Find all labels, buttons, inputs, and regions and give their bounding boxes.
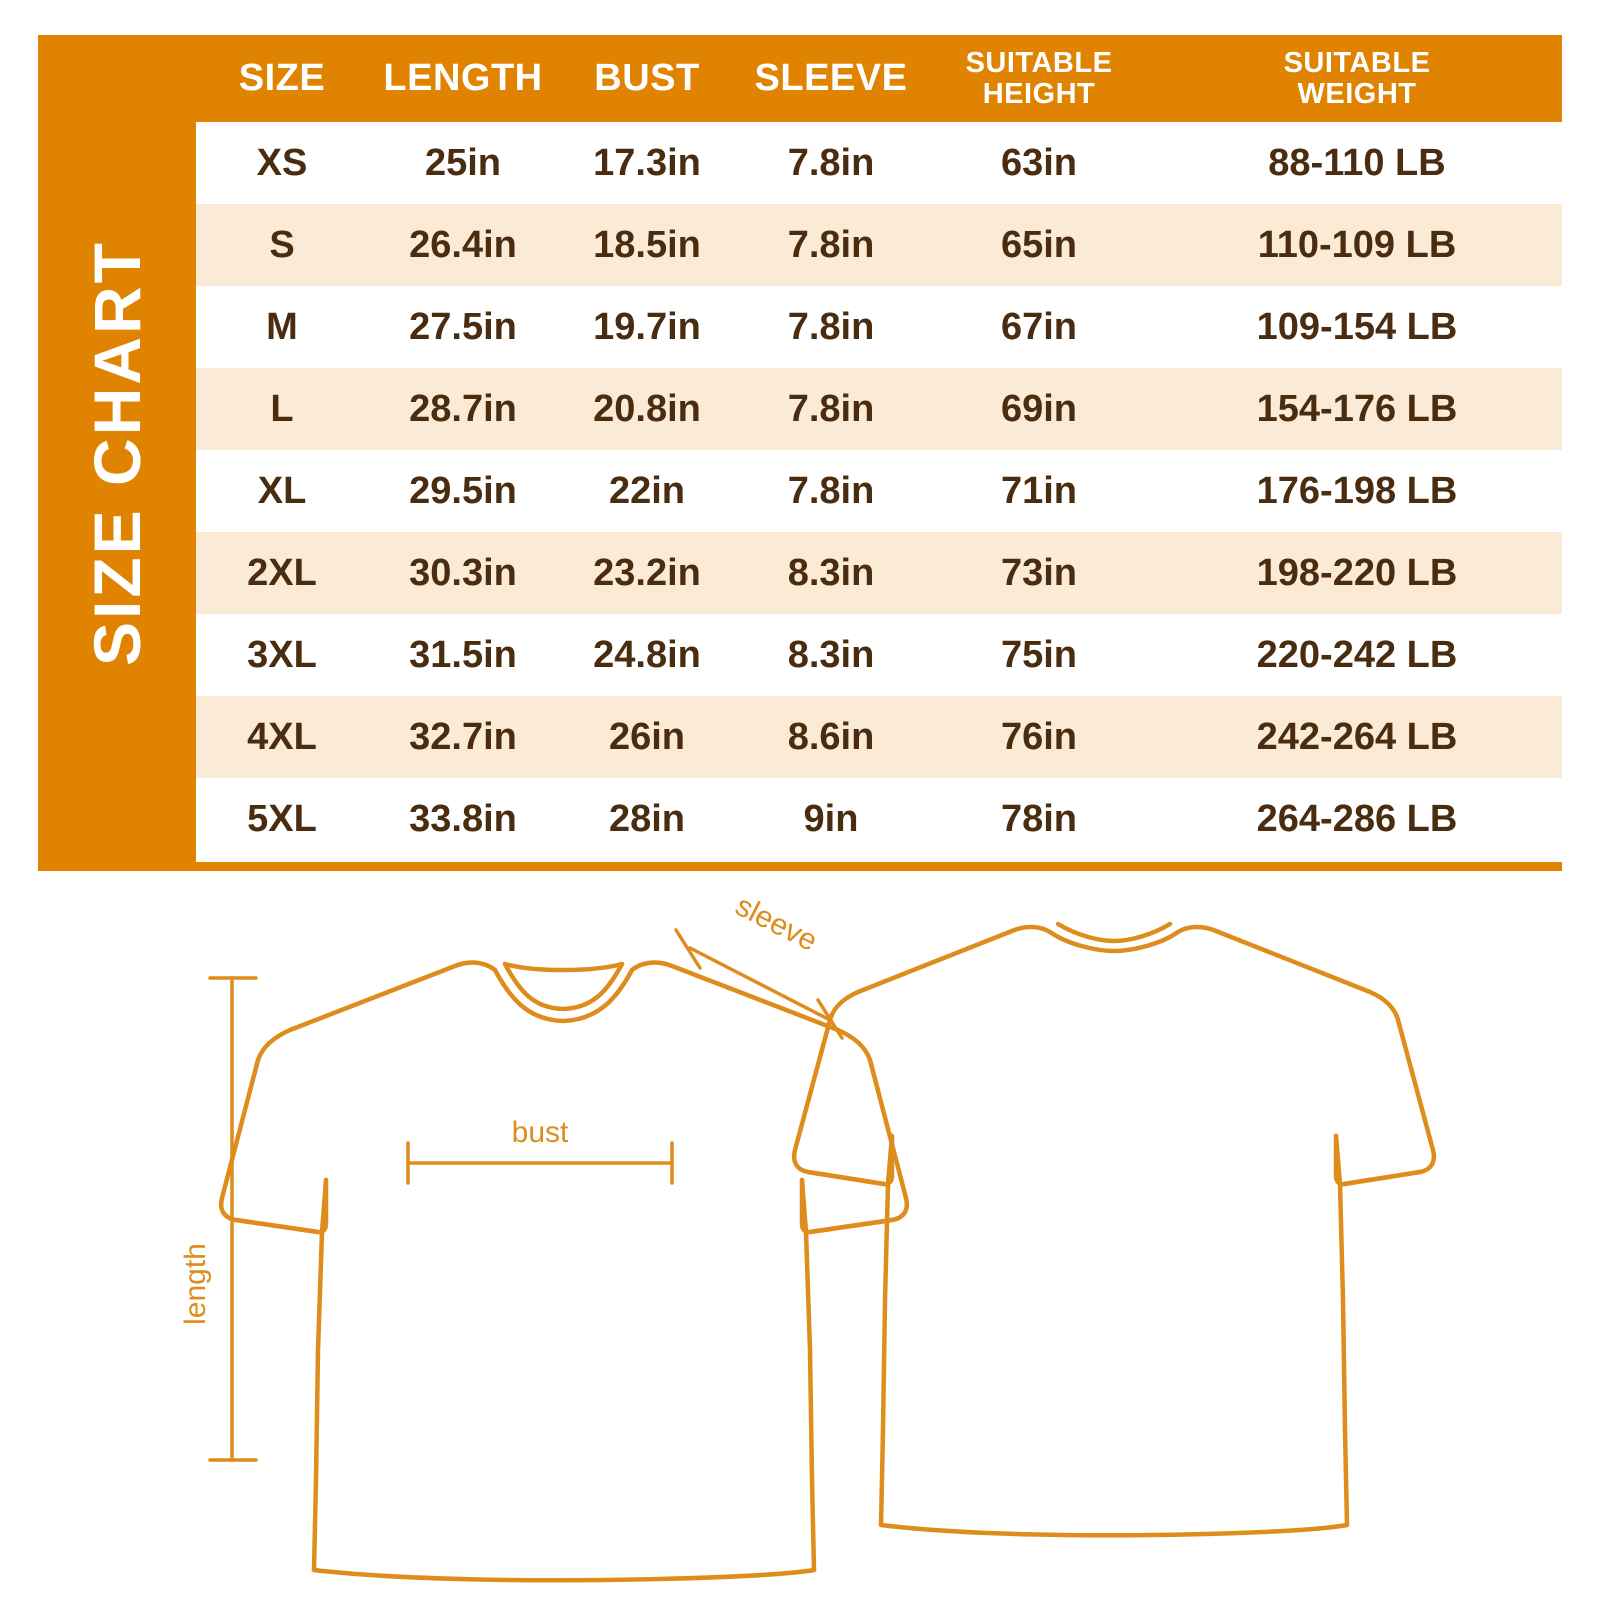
- cell-suitable-height: 75in: [926, 614, 1152, 696]
- column-header-suitable-weight-line2: WEIGHT: [1297, 77, 1417, 110]
- cell-sleeve: 7.8in: [736, 286, 926, 368]
- cell-bust: 18.5in: [558, 204, 736, 286]
- column-header-suitable-height: SUITABLE HEIGHT: [926, 35, 1152, 122]
- cell-size: 5XL: [196, 778, 368, 860]
- cell-bust: 24.8in: [558, 614, 736, 696]
- column-header-size: SIZE: [196, 35, 368, 122]
- cell-suitable-weight: 154-176 LB: [1152, 368, 1562, 450]
- cell-suitable-height: 78in: [926, 778, 1152, 860]
- cell-suitable-weight: 220-242 LB: [1152, 614, 1562, 696]
- cell-suitable-weight: 110-109 LB: [1152, 204, 1562, 286]
- cell-length: 28.7in: [368, 368, 558, 450]
- cell-bust: 17.3in: [558, 122, 736, 204]
- column-header-length-label: LENGTH: [383, 57, 543, 100]
- sleeve-label: sleeve: [730, 889, 822, 958]
- size-chart-side-panel: SIZE CHART: [38, 35, 196, 871]
- cell-suitable-height: 67in: [926, 286, 1152, 368]
- column-header-length: LENGTH: [368, 35, 558, 122]
- table-row: XL 29.5in 22in 7.8in 71in 176-198 LB: [196, 450, 1562, 532]
- cell-size: 4XL: [196, 696, 368, 778]
- cell-bust: 26in: [558, 696, 736, 778]
- cell-suitable-weight: 264-286 LB: [1152, 778, 1562, 860]
- cell-sleeve: 8.3in: [736, 614, 926, 696]
- cell-suitable-weight: 109-154 LB: [1152, 286, 1562, 368]
- column-header-suitable-height-line1: SUITABLE: [965, 47, 1113, 80]
- cell-suitable-height: 63in: [926, 122, 1152, 204]
- cell-size: M: [196, 286, 368, 368]
- cell-suitable-weight: 198-220 LB: [1152, 532, 1562, 614]
- column-header-bust-label: BUST: [594, 57, 700, 100]
- table-row: 2XL 30.3in 23.2in 8.3in 73in 198-220 LB: [196, 532, 1562, 614]
- column-header-sleeve: SLEEVE: [736, 35, 926, 122]
- cell-sleeve: 7.8in: [736, 368, 926, 450]
- cell-length: 25in: [368, 122, 558, 204]
- table-row: 4XL 32.7in 26in 8.6in 76in 242-264 LB: [196, 696, 1562, 778]
- cell-size: 2XL: [196, 532, 368, 614]
- cell-length: 29.5in: [368, 450, 558, 532]
- cell-suitable-height: 71in: [926, 450, 1152, 532]
- garment-diagram: length bust sleeve: [0, 880, 1600, 1600]
- cell-bust: 22in: [558, 450, 736, 532]
- column-header-suitable-weight: SUITABLE WEIGHT: [1152, 35, 1562, 122]
- size-chart-table: SIZE LENGTH BUST SLEEVE SUITABLE HEIGHT …: [196, 35, 1562, 860]
- table-row: 5XL 33.8in 28in 9in 78in 264-286 LB: [196, 778, 1562, 860]
- cell-suitable-height: 76in: [926, 696, 1152, 778]
- column-header-suitable-weight-line1: SUITABLE: [1283, 47, 1431, 80]
- length-label: length: [179, 1243, 212, 1325]
- cell-suitable-weight: 88-110 LB: [1152, 122, 1562, 204]
- table-head: SIZE LENGTH BUST SLEEVE SUITABLE HEIGHT …: [196, 35, 1562, 122]
- cell-length: 30.3in: [368, 532, 558, 614]
- size-chart-title: SIZE CHART: [80, 240, 154, 666]
- table-row: 3XL 31.5in 24.8in 8.3in 75in 220-242 LB: [196, 614, 1562, 696]
- cell-size: 3XL: [196, 614, 368, 696]
- cell-size: L: [196, 368, 368, 450]
- column-header-bust: BUST: [558, 35, 736, 122]
- cell-length: 27.5in: [368, 286, 558, 368]
- bust-dimension-line: [406, 1141, 674, 1185]
- cell-suitable-height: 73in: [926, 532, 1152, 614]
- cell-size: XL: [196, 450, 368, 532]
- cell-sleeve: 7.8in: [736, 122, 926, 204]
- column-header-suitable-height-line2: HEIGHT: [982, 77, 1096, 110]
- column-header-size-label: SIZE: [238, 57, 326, 100]
- cell-bust: 23.2in: [558, 532, 736, 614]
- tshirt-back-view: [791, 921, 1437, 1538]
- tshirt-front-view: [218, 960, 910, 1583]
- cell-suitable-height: 65in: [926, 204, 1152, 286]
- table-header-row: SIZE LENGTH BUST SLEEVE SUITABLE HEIGHT …: [196, 35, 1562, 122]
- cell-length: 32.7in: [368, 696, 558, 778]
- cell-suitable-weight: 242-264 LB: [1152, 696, 1562, 778]
- cell-suitable-height: 69in: [926, 368, 1152, 450]
- cell-sleeve: 7.8in: [736, 204, 926, 286]
- sleeve-dimension-line: [674, 928, 844, 1040]
- cell-length: 33.8in: [368, 778, 558, 860]
- cell-size: S: [196, 204, 368, 286]
- size-chart-block: SIZE CHART SIZE LENGTH BUST SLEEVE SUITA…: [38, 35, 1562, 871]
- cell-size: XS: [196, 122, 368, 204]
- cell-bust: 19.7in: [558, 286, 736, 368]
- length-dimension-line: [208, 976, 258, 1462]
- cell-sleeve: 8.6in: [736, 696, 926, 778]
- cell-sleeve: 8.3in: [736, 532, 926, 614]
- bust-label: bust: [512, 1116, 569, 1149]
- column-header-sleeve-label: SLEEVE: [754, 57, 908, 100]
- table-row: XS 25in 17.3in 7.8in 63in 88-110 LB: [196, 122, 1562, 204]
- table-row: L 28.7in 20.8in 7.8in 69in 154-176 LB: [196, 368, 1562, 450]
- cell-sleeve: 9in: [736, 778, 926, 860]
- cell-bust: 28in: [558, 778, 736, 860]
- table-row: M 27.5in 19.7in 7.8in 67in 109-154 LB: [196, 286, 1562, 368]
- cell-bust: 20.8in: [558, 368, 736, 450]
- cell-length: 26.4in: [368, 204, 558, 286]
- cell-length: 31.5in: [368, 614, 558, 696]
- table-bottom-rule: [38, 862, 1562, 871]
- table-body: XS 25in 17.3in 7.8in 63in 88-110 LB S 26.4in 18.…: [196, 122, 1562, 860]
- cell-suitable-weight: 176-198 LB: [1152, 450, 1562, 532]
- cell-sleeve: 7.8in: [736, 450, 926, 532]
- table-row: S 26.4in 18.5in 7.8in 65in 110-109 LB: [196, 204, 1562, 286]
